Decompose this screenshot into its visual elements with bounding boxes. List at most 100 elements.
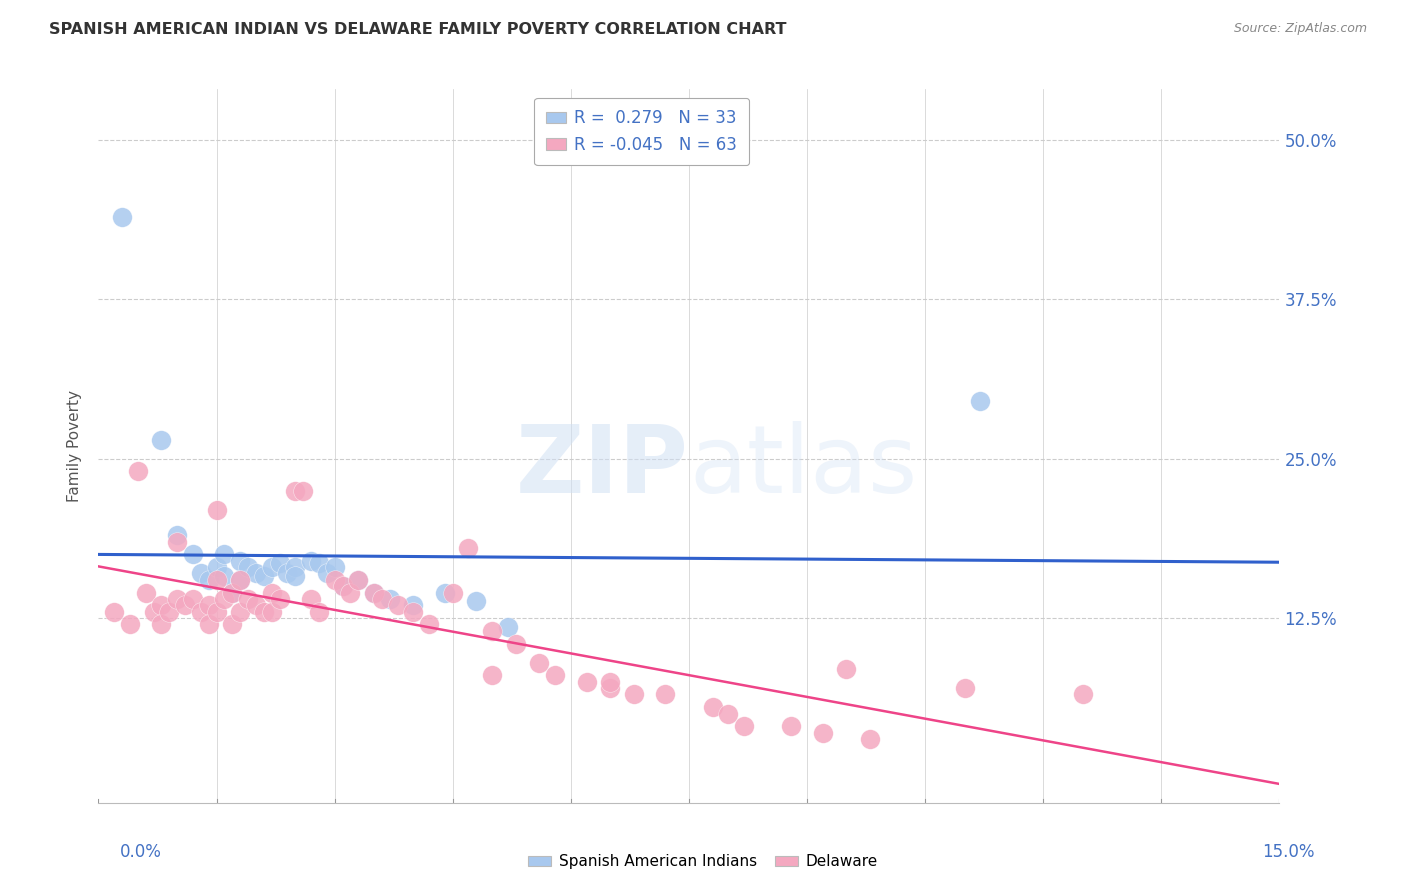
Point [157,605,180,619]
Point [308,605,330,619]
Point [253,605,276,619]
Point [1071,688,1094,702]
Point [205,573,228,587]
Point [457,541,479,555]
Point [260,560,283,574]
Point [363,585,385,599]
Point [402,599,425,613]
Point [142,605,165,619]
Point [150,617,173,632]
Point [260,605,283,619]
Point [575,674,598,689]
Point [205,605,228,619]
Y-axis label: Family Poverty: Family Poverty [67,390,83,502]
Point [299,554,322,568]
Point [245,566,267,581]
Point [347,573,370,587]
Point [702,700,724,714]
Point [166,591,188,606]
Point [205,502,228,516]
Point [284,483,307,498]
Point [118,617,141,632]
Point [103,605,125,619]
Point [214,591,236,606]
Point [111,210,134,224]
Point [229,605,252,619]
Legend: R =  0.279   N = 33, R = -0.045   N = 63: R = 0.279 N = 33, R = -0.045 N = 63 [534,97,749,165]
Point [387,599,409,613]
Point [190,605,212,619]
Point [284,569,307,583]
Point [229,554,252,568]
Point [733,719,755,733]
Point [127,465,149,479]
Point [174,599,197,613]
Point [418,617,440,632]
Point [284,560,307,574]
Point [181,547,204,561]
Point [441,585,464,599]
Point [181,591,204,606]
Point [190,566,212,581]
Point [253,569,276,583]
Point [654,688,676,702]
Point [315,566,337,581]
Point [496,620,519,634]
Point [197,617,219,632]
Point [150,599,173,613]
Point [166,528,188,542]
Point [269,591,291,606]
Point [481,624,503,638]
Point [236,591,259,606]
Point [269,556,291,570]
Point [544,668,567,682]
Point [371,591,394,606]
Point [332,579,354,593]
Text: 15.0%: 15.0% [1263,843,1315,861]
Point [214,569,236,583]
Point [363,585,385,599]
Point [221,585,243,599]
Point [150,433,173,447]
Point [529,656,551,670]
Point [205,560,228,574]
Legend: Spanish American Indians, Delaware: Spanish American Indians, Delaware [522,848,884,875]
Point [260,585,283,599]
Point [236,560,259,574]
Point [308,556,330,570]
Point [245,599,267,613]
Point [481,668,503,682]
Point [599,681,621,695]
Point [292,483,315,498]
Point [276,566,298,581]
Point [465,594,488,608]
Point [347,573,370,587]
Point [197,599,219,613]
Point [969,394,991,409]
Point [953,681,976,695]
Point [214,547,236,561]
Point [197,573,219,587]
Text: atlas: atlas [689,421,917,514]
Point [505,636,527,650]
Point [221,617,243,632]
Point [332,579,354,593]
Text: 0.0%: 0.0% [120,843,162,861]
Point [135,585,157,599]
Point [859,732,882,747]
Point [299,591,322,606]
Text: SPANISH AMERICAN INDIAN VS DELAWARE FAMILY POVERTY CORRELATION CHART: SPANISH AMERICAN INDIAN VS DELAWARE FAMI… [49,22,787,37]
Point [229,573,252,587]
Point [599,674,621,689]
Point [323,573,346,587]
Text: Source: ZipAtlas.com: Source: ZipAtlas.com [1233,22,1367,36]
Point [835,662,858,676]
Point [323,560,346,574]
Point [166,534,188,549]
Point [623,688,645,702]
Point [229,573,252,587]
Point [402,605,425,619]
Point [378,591,401,606]
Point [339,585,361,599]
Point [811,725,834,739]
